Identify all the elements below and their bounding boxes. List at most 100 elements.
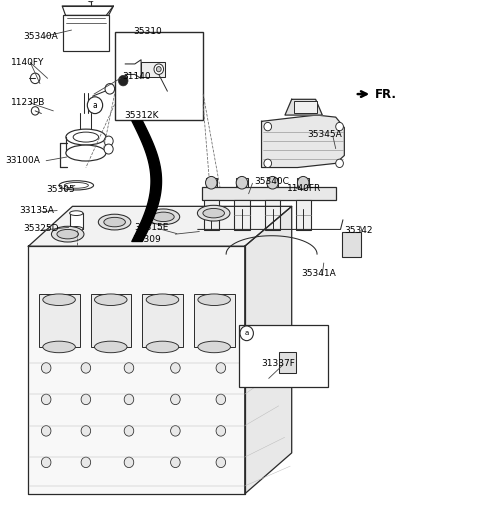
Circle shape	[336, 123, 343, 131]
Circle shape	[81, 457, 91, 468]
Bar	[70, 213, 83, 229]
Ellipse shape	[203, 208, 225, 218]
Ellipse shape	[64, 183, 88, 188]
Circle shape	[105, 84, 115, 94]
Ellipse shape	[98, 214, 131, 230]
Ellipse shape	[198, 294, 230, 306]
Text: 35345A: 35345A	[307, 130, 342, 139]
Text: a: a	[245, 330, 249, 336]
Circle shape	[170, 362, 180, 373]
Bar	[239, 325, 327, 387]
Circle shape	[216, 394, 226, 404]
Circle shape	[170, 394, 180, 404]
Polygon shape	[28, 206, 292, 246]
Text: 31140: 31140	[123, 72, 151, 81]
Circle shape	[267, 176, 278, 189]
Polygon shape	[125, 60, 141, 78]
Ellipse shape	[57, 229, 78, 239]
Circle shape	[41, 426, 51, 436]
Text: 31337F: 31337F	[262, 359, 295, 368]
Circle shape	[264, 159, 272, 167]
Circle shape	[41, 362, 51, 373]
Text: 35310: 35310	[133, 27, 162, 36]
Text: 35340A: 35340A	[24, 32, 59, 41]
Ellipse shape	[70, 227, 83, 231]
Circle shape	[216, 426, 226, 436]
Bar	[298, 178, 309, 187]
Polygon shape	[28, 246, 245, 494]
Bar	[294, 102, 317, 113]
Bar	[202, 187, 336, 200]
Ellipse shape	[43, 341, 75, 353]
Text: FR.: FR.	[375, 87, 397, 100]
Bar	[265, 200, 280, 230]
Text: 35342: 35342	[344, 226, 373, 235]
Bar	[296, 200, 311, 230]
Text: 33815E: 33815E	[135, 223, 169, 232]
Ellipse shape	[104, 217, 125, 227]
Bar	[234, 200, 250, 230]
Bar	[91, 295, 132, 347]
Ellipse shape	[147, 209, 180, 225]
Circle shape	[170, 426, 180, 436]
Polygon shape	[245, 206, 292, 494]
Bar	[115, 32, 203, 120]
Polygon shape	[285, 99, 323, 115]
Text: 35340C: 35340C	[254, 177, 289, 186]
Bar	[236, 178, 248, 187]
Circle shape	[41, 457, 51, 468]
Text: 1140FR: 1140FR	[287, 184, 321, 193]
Circle shape	[170, 457, 180, 468]
Ellipse shape	[146, 341, 179, 353]
Bar	[143, 295, 183, 347]
Ellipse shape	[59, 181, 94, 190]
Text: 35309: 35309	[132, 236, 161, 245]
Circle shape	[240, 326, 253, 341]
Circle shape	[264, 123, 272, 131]
Ellipse shape	[95, 341, 127, 353]
Circle shape	[236, 176, 248, 189]
Ellipse shape	[66, 145, 106, 161]
Text: a: a	[93, 100, 97, 110]
Circle shape	[81, 362, 91, 373]
Bar	[39, 295, 80, 347]
Circle shape	[81, 394, 91, 404]
Circle shape	[154, 64, 164, 75]
Circle shape	[298, 176, 309, 189]
Circle shape	[87, 0, 95, 2]
Text: 35341A: 35341A	[301, 269, 336, 278]
Text: 1123PB: 1123PB	[11, 98, 46, 107]
Bar	[63, 15, 108, 51]
Bar	[279, 351, 296, 372]
Ellipse shape	[70, 211, 83, 216]
Text: 35325D: 35325D	[24, 225, 59, 234]
Ellipse shape	[197, 205, 230, 221]
Circle shape	[156, 67, 161, 72]
Text: 35305: 35305	[46, 185, 75, 194]
Circle shape	[124, 457, 134, 468]
Circle shape	[336, 159, 343, 167]
Circle shape	[119, 75, 128, 86]
Ellipse shape	[146, 294, 179, 306]
Circle shape	[104, 144, 113, 154]
Text: 1140FY: 1140FY	[11, 58, 45, 67]
Circle shape	[31, 107, 39, 115]
Circle shape	[81, 426, 91, 436]
Polygon shape	[262, 115, 344, 167]
Circle shape	[216, 362, 226, 373]
Text: 35312K: 35312K	[124, 110, 159, 119]
Text: 33100A: 33100A	[5, 156, 40, 165]
Circle shape	[104, 136, 113, 146]
Bar	[267, 178, 278, 187]
Bar	[205, 178, 217, 187]
Ellipse shape	[95, 294, 127, 306]
Ellipse shape	[51, 226, 84, 242]
Circle shape	[87, 97, 103, 114]
Circle shape	[205, 176, 217, 189]
Text: 33135A: 33135A	[19, 206, 54, 215]
Circle shape	[216, 457, 226, 468]
Ellipse shape	[43, 294, 75, 306]
Bar	[141, 62, 165, 76]
Circle shape	[30, 73, 40, 84]
Bar	[342, 231, 360, 257]
